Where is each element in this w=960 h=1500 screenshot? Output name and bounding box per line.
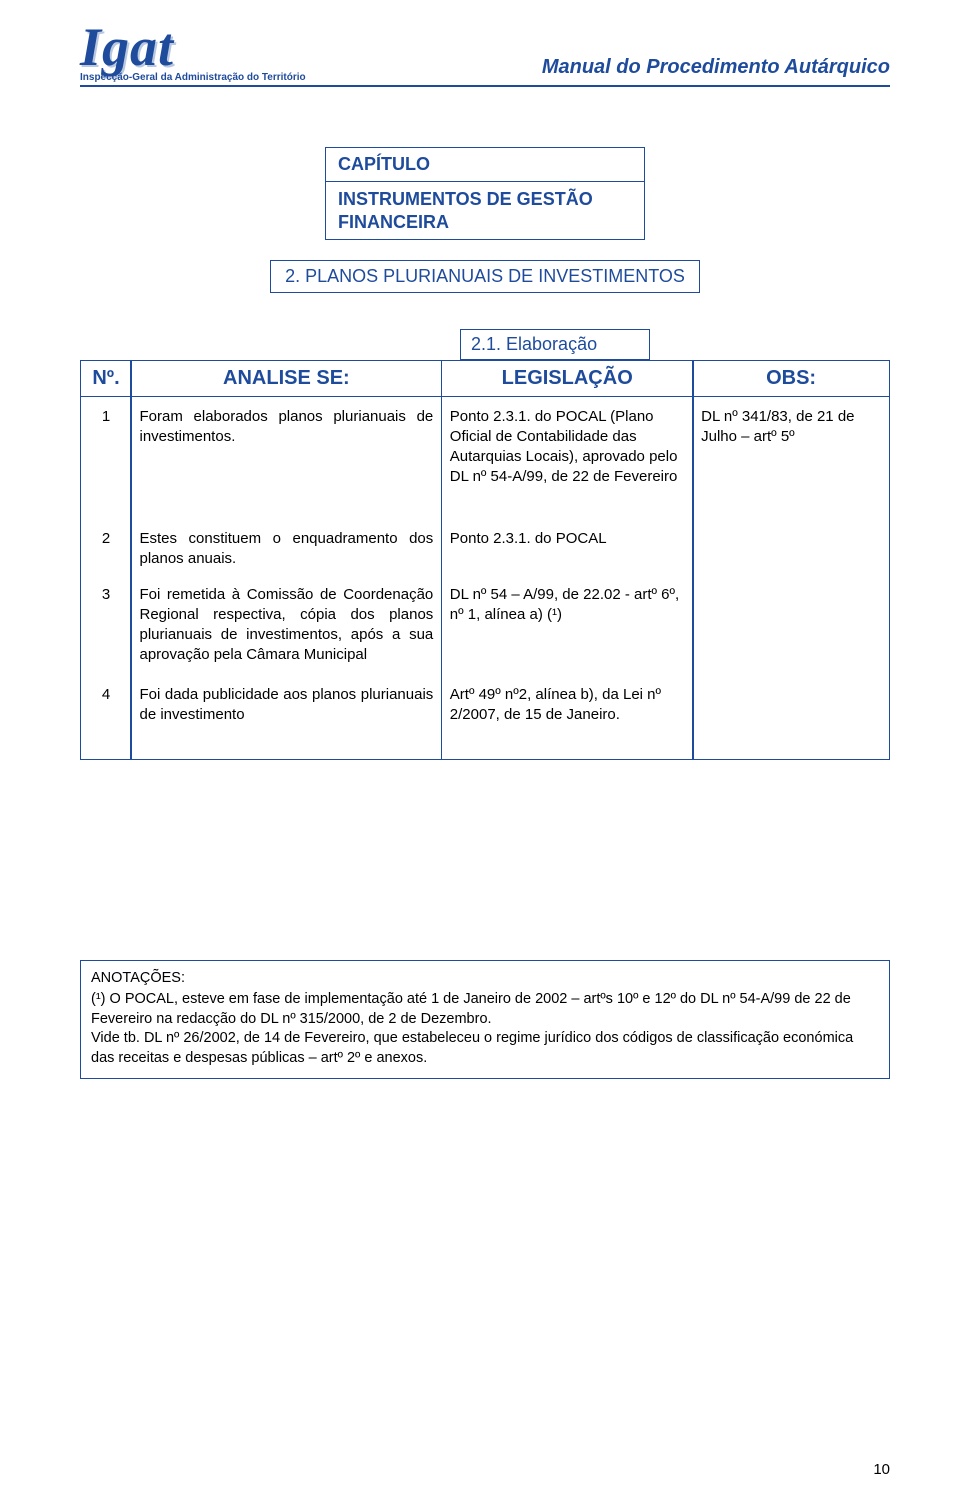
cell-no: 2 xyxy=(89,529,123,571)
cell-obs xyxy=(701,585,881,671)
logo: Igat Igat xyxy=(80,20,174,74)
cell-analise: Foi dada publicidade aos planos plurianu… xyxy=(139,685,433,729)
cell-no: 3 xyxy=(89,585,123,671)
footnotes-box: ANOTAÇÕES: (¹) O POCAL, esteve em fase d… xyxy=(80,960,890,1080)
logo-text: Igat xyxy=(80,17,174,77)
column-legislacao: Ponto 2.3.1. do POCAL (Plano Oficial de … xyxy=(441,396,694,760)
table-body: 1 2 3 4 Foram elaborados planos plurianu… xyxy=(80,396,890,760)
logo-block: Igat Igat Inspecção-Geral da Administraç… xyxy=(80,20,306,83)
cell-no: 4 xyxy=(89,685,123,729)
table-header-obs: OBS: xyxy=(692,360,890,397)
section-sublabel: 2.1. Elaboração xyxy=(460,329,650,360)
chapter-title: CAPÍTULO xyxy=(325,147,645,182)
page-number: 10 xyxy=(873,1461,890,1478)
chapter-block: CAPÍTULO INSTRUMENTOS DE GESTÃO FINANCEI… xyxy=(325,147,645,240)
table-header-no: Nº. xyxy=(80,360,132,397)
cell-analise: Foi remetida à Comissão de Coordenação R… xyxy=(139,585,433,671)
document-header: Igat Igat Inspecção-Geral da Administraç… xyxy=(80,20,890,83)
cell-no: 1 xyxy=(89,407,123,515)
chapter-subtitle: INSTRUMENTOS DE GESTÃO FINANCEIRA xyxy=(325,182,645,240)
table-header-analise: ANALISE SE: xyxy=(130,360,442,397)
cell-legislacao: Ponto 2.3.1. do POCAL (Plano Oficial de … xyxy=(450,407,685,515)
column-no: 1 2 3 4 xyxy=(80,396,132,760)
document-title: Manual do Procedimento Autárquico xyxy=(542,56,890,83)
cell-analise: Foram elaborados planos plurianuais de i… xyxy=(139,407,433,515)
cell-obs xyxy=(701,529,881,571)
footnotes-title: ANOTAÇÕES: xyxy=(91,969,879,989)
section-label: 2. PLANOS PLURIANUAIS DE INVESTIMENTOS xyxy=(270,260,700,293)
column-analise: Foram elaborados planos plurianuais de i… xyxy=(130,396,442,760)
page-root: Igat Igat Inspecção-Geral da Administraç… xyxy=(0,0,960,1119)
cell-legislacao: Artº 49º nº2, alínea b), da Lei nº 2/200… xyxy=(450,685,685,729)
cell-analise: Estes constituem o enquadramento dos pla… xyxy=(139,529,433,571)
cell-obs: DL nº 341/83, de 21 de Julho – artº 5º xyxy=(701,407,881,515)
cell-legislacao: DL nº 54 – A/99, de 22.02 - artº 6º, nº … xyxy=(450,585,685,671)
table-header-legislacao: LEGISLAÇÃO xyxy=(441,360,694,397)
cell-legislacao: Ponto 2.3.1. do POCAL xyxy=(450,529,685,571)
table-header-row: Nº. ANALISE SE: LEGISLAÇÃO OBS: xyxy=(80,360,890,397)
column-obs: DL nº 341/83, de 21 de Julho – artº 5º xyxy=(692,396,890,760)
cell-obs xyxy=(701,685,881,729)
header-divider xyxy=(80,85,890,87)
footnotes-body: (¹) O POCAL, esteve em fase de implement… xyxy=(91,990,879,1068)
